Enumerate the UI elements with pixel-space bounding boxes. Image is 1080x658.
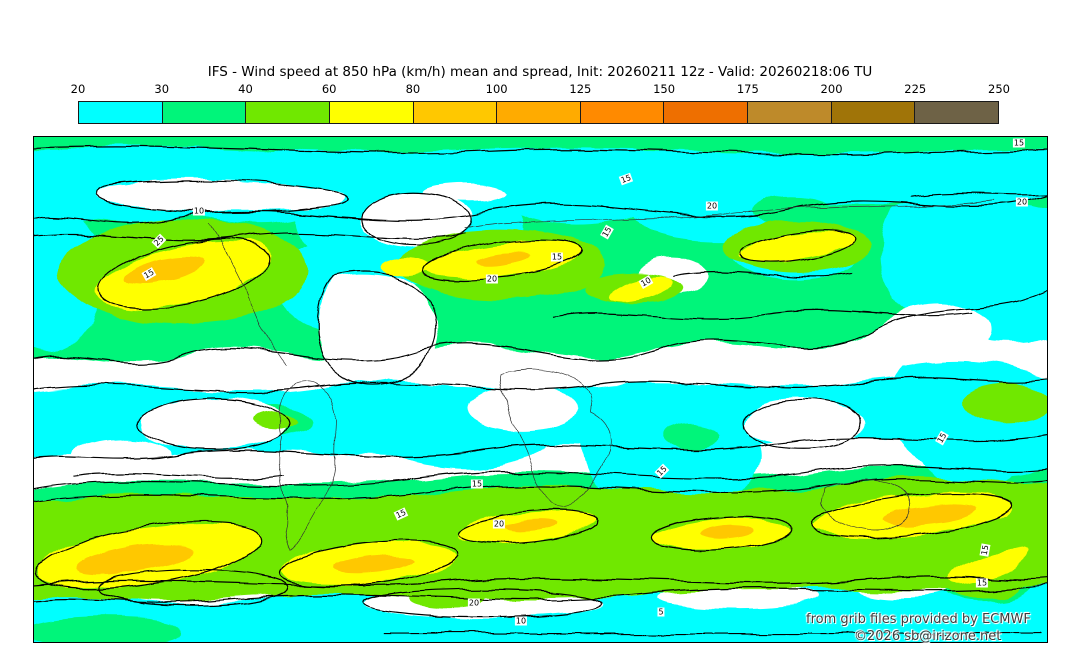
contour-label-15: 15 xyxy=(975,578,989,588)
colorbar-segment-80-100 xyxy=(412,102,497,123)
contour-label-10: 10 xyxy=(514,616,528,626)
colorbar-tick-225: 225 xyxy=(904,82,927,96)
colorbar-segment-125-150 xyxy=(579,102,664,123)
coastlines xyxy=(208,200,993,550)
contour-label-15: 15 xyxy=(1012,138,1026,148)
spread-contour-lines xyxy=(34,146,1047,634)
contour-label-20: 20 xyxy=(705,201,719,211)
colorbar-tick-100: 100 xyxy=(485,82,508,96)
chart-title: IFS - Wind speed at 850 hPa (km/h) mean … xyxy=(207,64,873,80)
contour-label-20: 20 xyxy=(485,274,499,284)
contour-label-5: 5 xyxy=(657,607,665,617)
amber-80-100-cores xyxy=(76,250,978,575)
colorbar-tick-200: 200 xyxy=(820,82,843,96)
colorbar-segment-60-80 xyxy=(328,102,413,123)
colorbar xyxy=(78,101,999,124)
contour-label-20: 20 xyxy=(467,598,481,608)
colorbar-tick-20: 20 xyxy=(70,82,86,96)
contour-label-20: 20 xyxy=(492,519,506,529)
contour-label-10: 10 xyxy=(192,206,206,216)
colorbar-tick-40: 40 xyxy=(238,82,253,96)
wind-field-svg xyxy=(34,137,1047,642)
colorbar-tick-250: 250 xyxy=(988,82,1010,96)
colorbar-segment-150-175 xyxy=(663,102,748,123)
colorbar-segment-225-250 xyxy=(914,102,999,123)
colorbar-segment-20-30 xyxy=(79,102,162,123)
contour-label-15: 15 xyxy=(470,479,484,489)
contour-label-20: 20 xyxy=(1015,197,1029,207)
watermark-grib-credit: from grib files provided by ECMWF xyxy=(806,612,1031,627)
colorbar-tick-labels: 20 30 40 60 80 100 125 150 175 200 225 250 xyxy=(0,82,1080,98)
colorbar-tick-125: 125 xyxy=(569,82,592,96)
world-wind-map: 15 20 10 25 15 15 20 15 15 20 10 15 15 15 20 15 15 15 20 10… xyxy=(33,136,1048,644)
colorbar-segment-100-125 xyxy=(496,102,580,123)
colorbar-tick-60: 60 xyxy=(321,82,337,96)
watermark-copyright: ©2026 sb@irizone.net xyxy=(854,629,1002,644)
colorbar-tick-30: 30 xyxy=(154,82,170,96)
colorbar-segment-30-40 xyxy=(161,102,246,123)
colorbar-segment-40-60 xyxy=(245,102,329,123)
colorbar-tick-80: 80 xyxy=(405,82,421,96)
contour-label-15: 15 xyxy=(550,252,564,262)
colorbar-segment-200-225 xyxy=(830,102,915,123)
colorbar-tick-150: 150 xyxy=(653,82,676,96)
colorbar-tick-175: 175 xyxy=(736,82,759,96)
colorbar-segment-175-200 xyxy=(747,102,831,123)
